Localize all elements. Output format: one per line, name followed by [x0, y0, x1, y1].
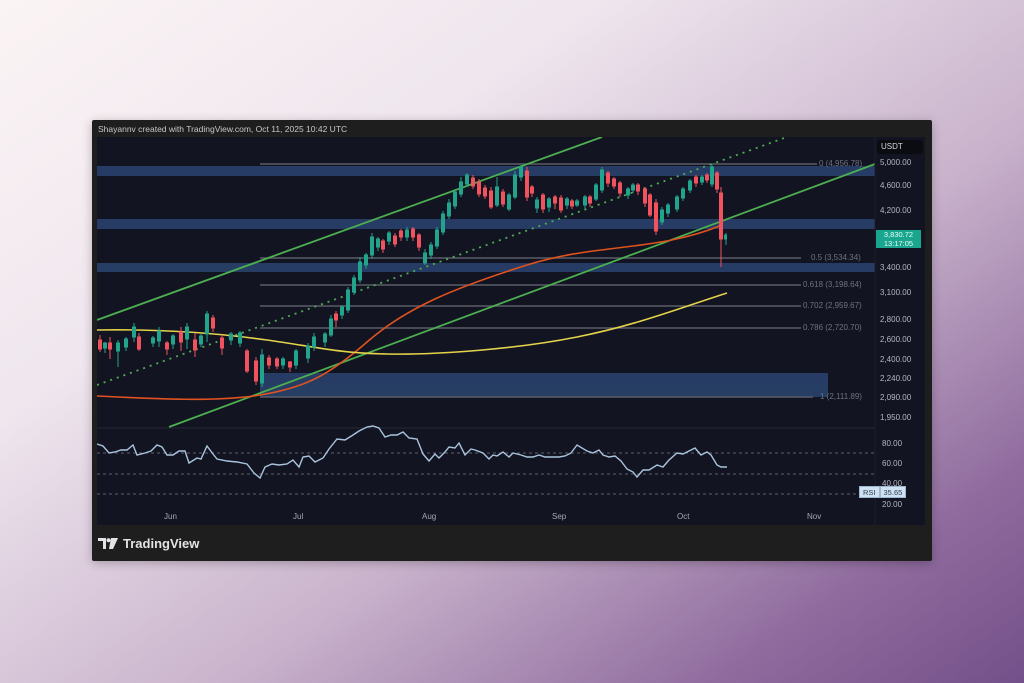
rsi-name: RSI: [859, 486, 880, 498]
tradingview-brand: TradingView: [98, 536, 199, 551]
fib-label-0.5: 0.5 (3,534.34): [811, 253, 861, 262]
time-label-aug: Aug: [422, 512, 437, 521]
price-tick: 5,000.00: [880, 158, 912, 167]
fib-label-0.786: 0.786 (2,720.70): [803, 323, 862, 332]
price-tick: 2,090.00: [880, 393, 912, 402]
bar-countdown: 13:17:05: [883, 238, 914, 248]
time-label-sep: Sep: [552, 512, 567, 521]
rsi-tick: 20.00: [882, 500, 903, 509]
fib-lines: [260, 163, 817, 398]
price-tick: 2,800.00: [880, 315, 912, 324]
rsi-line: [97, 425, 727, 480]
last-price-tag: 3,830.72 13:17:05: [876, 230, 921, 248]
currency-selector[interactable]: USDT: [877, 140, 923, 154]
fib-label-0.618: 0.618 (3,198.64): [803, 280, 862, 289]
price-tick: 1,950.00: [880, 413, 912, 422]
price-zones: [97, 166, 875, 397]
chart-window: Shayannv created with TradingView.com, O…: [92, 120, 932, 561]
time-label-nov: Nov: [807, 512, 822, 521]
time-label-jun: Jun: [164, 512, 177, 521]
tradingview-logo-icon: [98, 538, 118, 549]
price-tick: 4,600.00: [880, 181, 912, 190]
time-label-jul: Jul: [293, 512, 304, 521]
rsi-value-tag: RSI 35.65: [859, 486, 907, 498]
chart-credit: Shayannv created with TradingView.com, O…: [98, 124, 348, 134]
price-chart-svg: [97, 137, 876, 525]
fib-label-1: 1 (2,111.89): [820, 392, 862, 401]
fib-label-0.702: 0.702 (2,959.67): [803, 301, 862, 310]
ascending-channel: [97, 137, 876, 428]
price-tick: 3,100.00: [880, 288, 912, 297]
price-tick: 2,400.00: [880, 355, 912, 364]
rsi-tick: 40.00: [882, 479, 903, 488]
price-tick: 2,240.00: [880, 374, 912, 383]
candles: [98, 165, 727, 387]
fib-label-0: 0 (4,956.78): [819, 159, 863, 168]
last-price-value: 3,830.72: [883, 230, 914, 239]
rsi-value: 35.65: [879, 486, 907, 498]
rsi-tick: 80.00: [882, 439, 903, 448]
ma-yellow: [97, 292, 728, 355]
rsi-levels: [97, 452, 875, 495]
time-label-oct: Oct: [677, 512, 690, 521]
price-tick: 2,600.00: [880, 335, 912, 344]
price-tick: 3,400.00: [880, 263, 912, 272]
price-tick: 4,200.00: [880, 206, 912, 215]
brand-name: TradingView: [123, 536, 200, 551]
rsi-tick: 60.00: [882, 459, 903, 468]
chart-canvas[interactable]: USDT 5,000.00 4,600.00 4,200.00 3,400.00…: [97, 137, 925, 525]
ma-orange: [97, 224, 723, 401]
